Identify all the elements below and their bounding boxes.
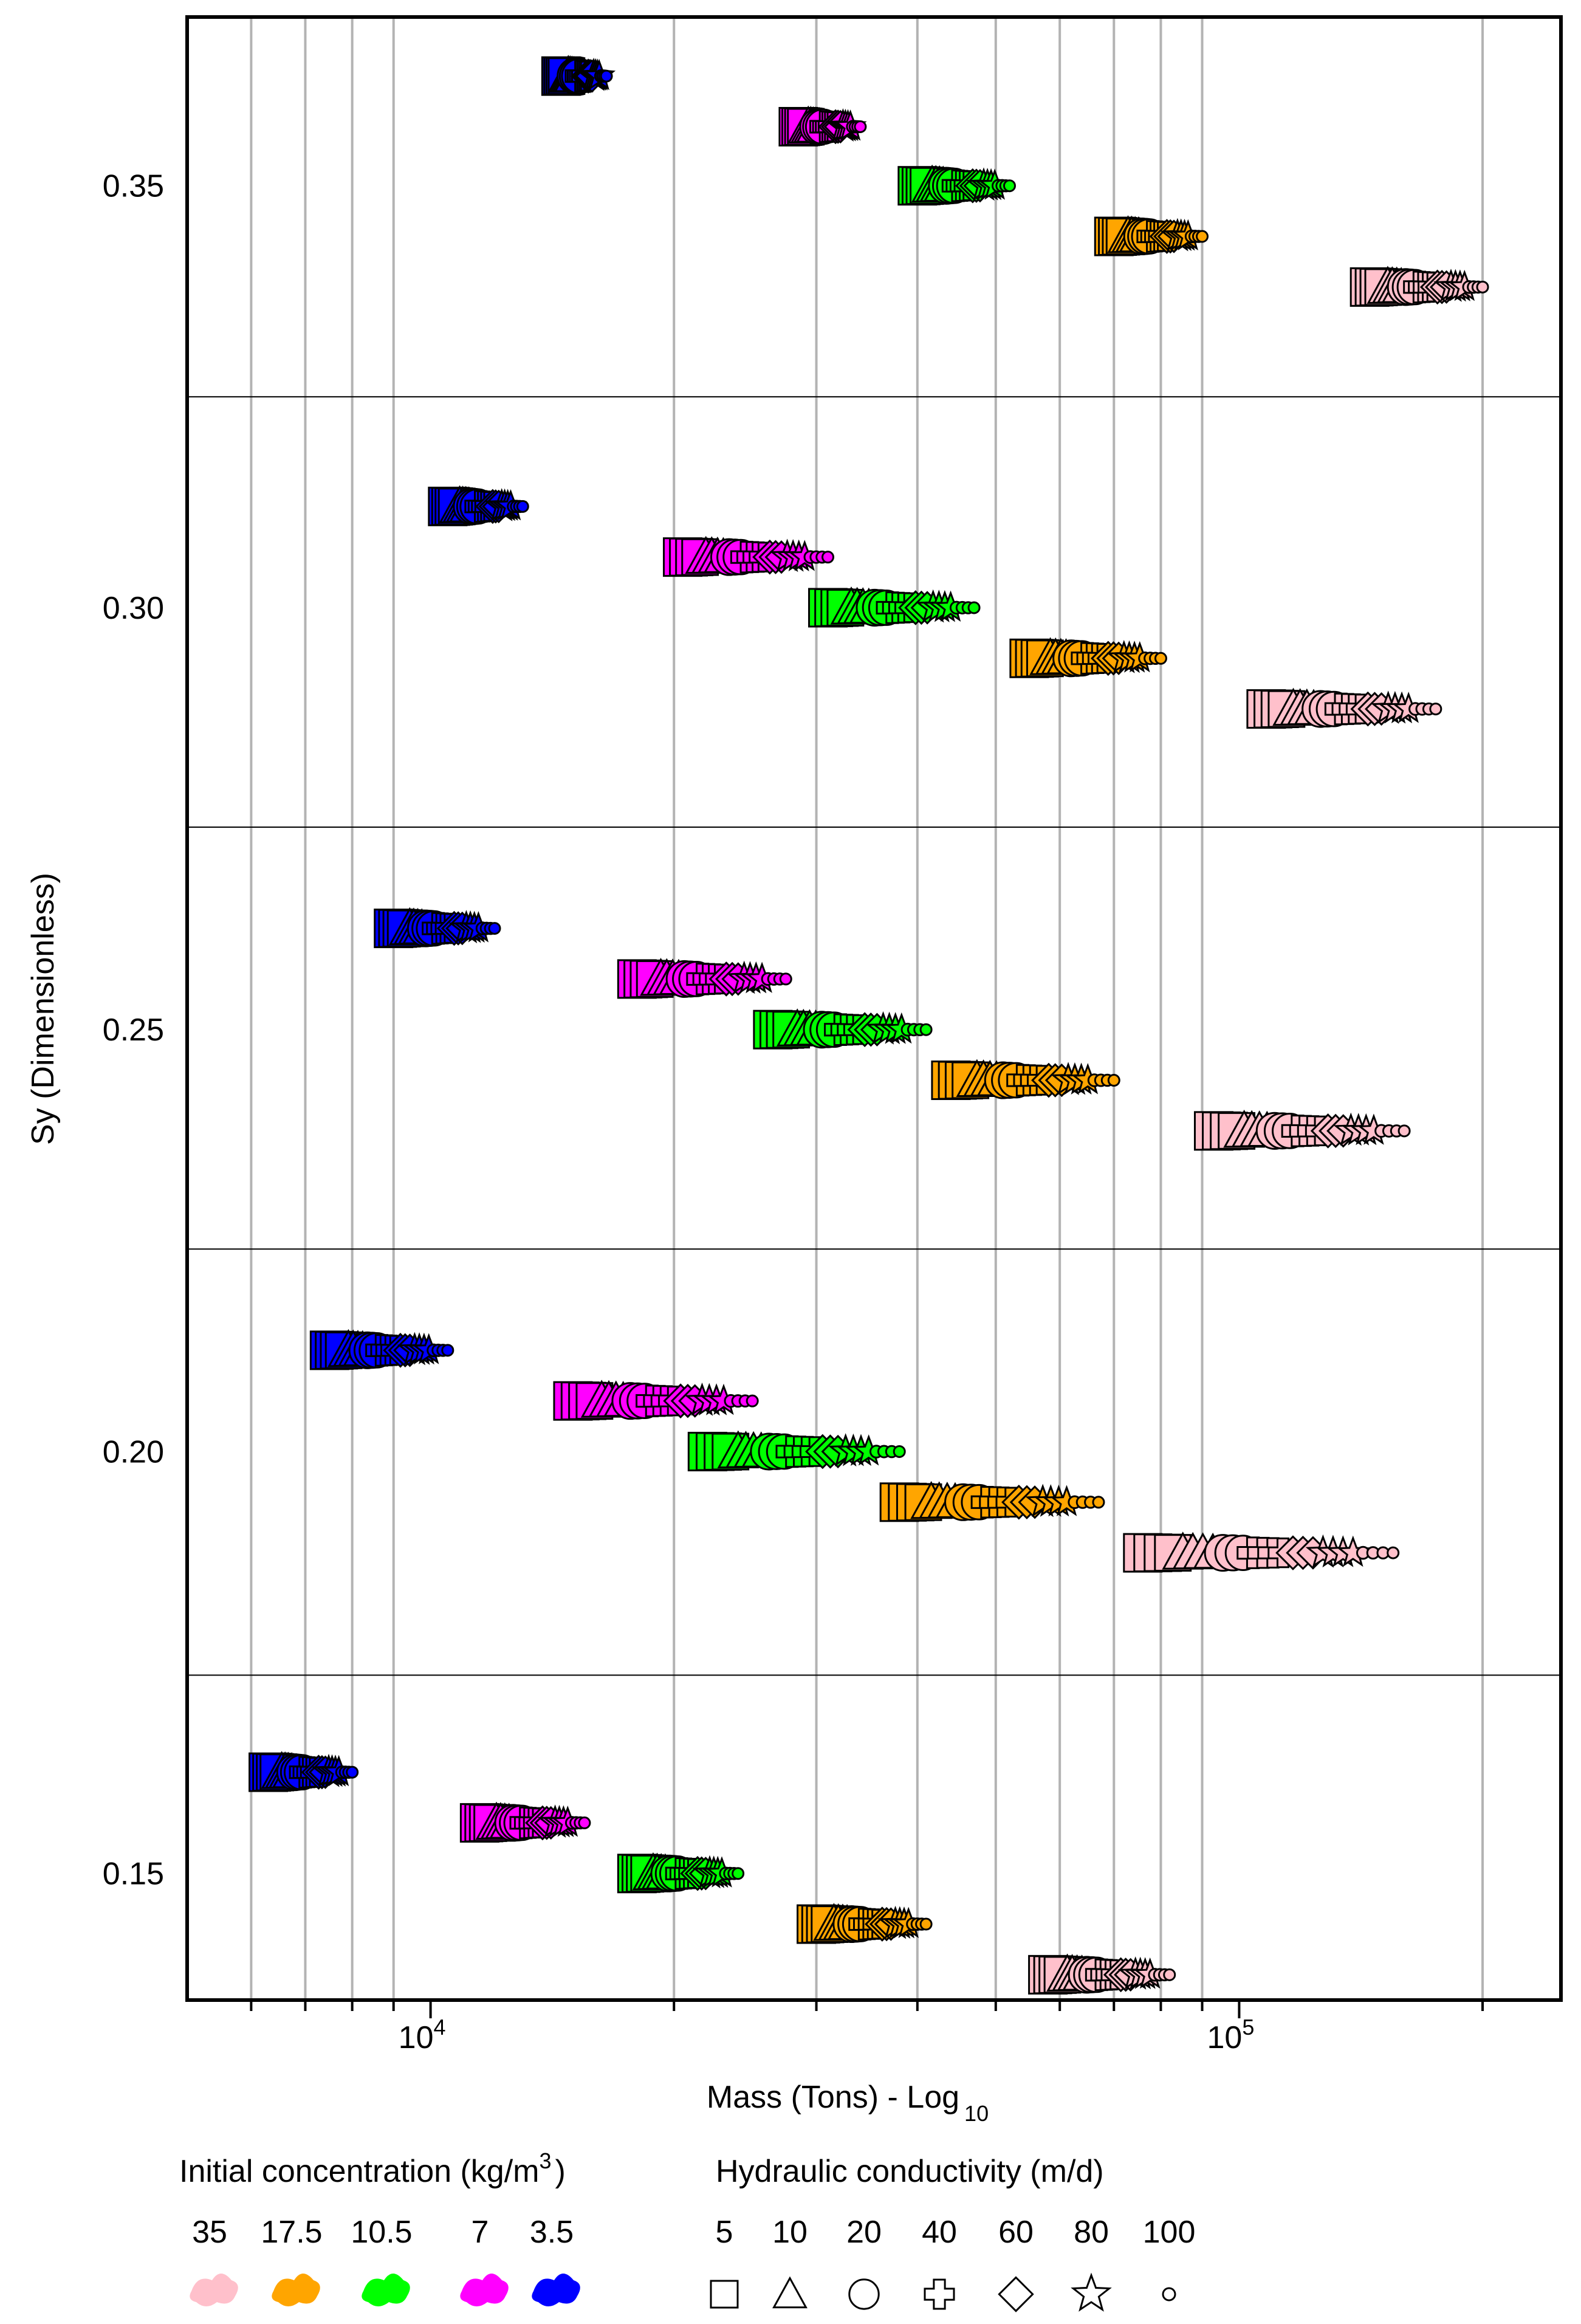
point-small-circle xyxy=(1429,703,1442,716)
legend-conductivity-title: Hydraulic conductivity (m/d) xyxy=(716,2154,1104,2189)
x-tick-label: 104 xyxy=(399,2015,446,2055)
point-small-circle xyxy=(1196,230,1209,243)
legend-concentration-swatch xyxy=(460,2274,509,2306)
legend-marker-circle xyxy=(848,2278,880,2310)
y-tick-label: 0.15 xyxy=(103,1857,164,1892)
x-axis-label: Mass (Tons) - Log 10 xyxy=(707,2080,989,2126)
legend-concentration-title: Initial concentration (kg/m3) xyxy=(179,2148,566,2189)
series-17.5 xyxy=(797,215,1209,1944)
legend-marker-star xyxy=(1071,2272,1112,2312)
point-small-circle xyxy=(1092,1496,1105,1509)
legend-concentration-swatch xyxy=(362,2274,410,2306)
point-small-circle xyxy=(1154,651,1167,665)
point-small-circle xyxy=(967,601,981,614)
legend-concentration-label: 35 xyxy=(192,2215,227,2250)
plot-area xyxy=(185,15,1563,2002)
point-small-circle xyxy=(732,1867,745,1880)
series-35 xyxy=(1028,266,1489,1995)
point-small-circle xyxy=(746,1394,759,1408)
point-small-circle xyxy=(1398,1124,1411,1138)
legend-concentration-title-sup: 3 xyxy=(540,2148,552,2173)
legend-conductivity-label: 20 xyxy=(846,2215,882,2250)
series-3.5 xyxy=(249,55,616,1792)
point-small-circle xyxy=(1163,1968,1176,1981)
legend-concentration-swatch xyxy=(272,2274,320,2306)
series-10.5 xyxy=(617,164,1016,1894)
point-small-circle xyxy=(578,1816,591,1829)
point-small-circle xyxy=(893,1445,906,1458)
legends: 35 17.5 10.5 7 3.5 5 10 20 40 60 80 100 xyxy=(190,2215,1196,2312)
y-axis-label: Sy (Dimensionless) xyxy=(26,873,61,1145)
legend-concentration-label: 10.5 xyxy=(351,2215,412,2250)
data-points xyxy=(249,55,1489,1995)
point-small-circle xyxy=(919,1023,933,1036)
y-tick-label: 0.30 xyxy=(103,591,164,626)
legend-marker-triangle xyxy=(772,2276,808,2309)
legend-marker-small-circle xyxy=(1162,2287,1176,2302)
point-small-circle xyxy=(1387,1546,1400,1559)
point-small-circle xyxy=(1476,280,1489,294)
legend-conductivity-label: 10 xyxy=(772,2215,808,2250)
series-7 xyxy=(459,105,867,1843)
point-small-circle xyxy=(600,69,613,83)
axis-ticks: 0.15 0.20 0.25 0.30 0.35 104 105 xyxy=(103,169,1484,2055)
y-tick-label: 0.20 xyxy=(103,1434,164,1470)
grid xyxy=(187,17,1561,2000)
legend-concentration-label: 3.5 xyxy=(530,2215,574,2250)
point-small-circle xyxy=(488,922,501,935)
y-tick-label: 0.25 xyxy=(103,1012,164,1048)
legend-conductivity-label: 60 xyxy=(998,2215,1034,2250)
legend-conductivity-label: 100 xyxy=(1143,2215,1196,2250)
legend-concentration-title-end: ) xyxy=(555,2154,566,2189)
point-small-circle xyxy=(1107,1074,1120,1087)
legend-marker-diamond xyxy=(998,2276,1034,2312)
y-tick-label: 0.35 xyxy=(103,169,164,204)
point-small-circle xyxy=(346,1765,359,1779)
legend-concentration-swatch xyxy=(190,2274,238,2306)
legend-marker-square xyxy=(710,2280,739,2309)
legend-concentration-label: 17.5 xyxy=(261,2215,322,2250)
point-small-circle xyxy=(821,551,835,564)
legend-conductivity-label: 80 xyxy=(1074,2215,1109,2250)
x-axis-label-subscript: 10 xyxy=(964,2101,989,2126)
legend-conductivity-label: 40 xyxy=(922,2215,957,2250)
point-small-circle xyxy=(1003,179,1016,193)
legend-concentration-swatch xyxy=(532,2274,580,2306)
point-small-circle xyxy=(779,972,792,986)
x-axis-label-main: Mass (Tons) - Log xyxy=(707,2080,959,2115)
legend-concentration-label: 7 xyxy=(472,2215,489,2250)
point-small-circle xyxy=(919,1917,933,1931)
point-small-circle xyxy=(854,120,867,134)
legend-concentration-title-main: Initial concentration (kg/m xyxy=(179,2154,540,2189)
point-small-circle xyxy=(516,500,529,513)
legend-conductivity-label: 5 xyxy=(716,2215,733,2250)
legend-marker-plus xyxy=(924,2278,955,2310)
x-tick-label: 105 xyxy=(1207,2015,1254,2055)
point-small-circle xyxy=(441,1344,454,1357)
